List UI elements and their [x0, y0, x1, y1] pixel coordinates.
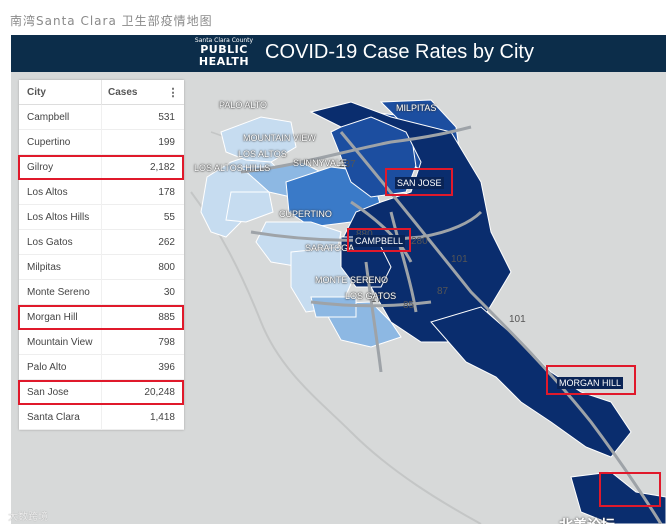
highway-17-label: 17 [371, 294, 383, 305]
source-watermark: 大数跨境 [8, 512, 48, 523]
map-label-los-altos-hills: LOS ALTOS HILLS [194, 163, 271, 173]
highway-17 [364, 261, 383, 373]
cases-cell: 1,418 [101, 404, 181, 430]
ridge-line [190, 191, 482, 524]
cases-cell: 800 [101, 254, 181, 280]
city-cell: Morgan Hill [27, 311, 78, 323]
gilroy-row-highlight [18, 155, 184, 180]
map-label-san-jose: SAN JOSE [395, 177, 444, 189]
highway-280-label: 280 [411, 236, 428, 247]
cases-cell: 262 [101, 229, 181, 255]
los-altos-area[interactable] [225, 191, 274, 223]
cases-cell: 20,248 [101, 379, 181, 405]
dashboard-title: COVID-19 Case Rates by City [265, 41, 534, 63]
column-header-city[interactable]: City [27, 86, 46, 98]
highway-237-label: 237 [339, 159, 356, 170]
cases-table: City Cases ⋮ Campbell 531 Cupertino 199 Gi… [19, 79, 184, 430]
highway-87 [389, 211, 418, 313]
highway-87-label: 87 [437, 286, 449, 297]
table-row[interactable]: Los Gatos 262 [19, 229, 184, 255]
san-jose-row-highlight [18, 380, 184, 405]
map-label-los-altos: LOS ALTOS [238, 149, 287, 159]
table-row[interactable]: Los Altos 178 [19, 179, 184, 205]
palo-alto-area[interactable] [220, 116, 297, 163]
dashboard-header: Santa Clara County PUBLIC HEALTH COVID-1… [11, 35, 666, 72]
map-label-palo-alto: PALO ALTO [219, 100, 268, 110]
morgan-hill-row-highlight [18, 305, 184, 330]
highway-880 [350, 200, 413, 263]
logo-public-text: PUBLIC [200, 43, 248, 56]
morgan-hill-map-highlight [546, 365, 636, 395]
map-label-milpitas: MILPITAS [396, 103, 437, 113]
logo-county-text: Santa Clara County [194, 37, 254, 44]
more-menu-icon[interactable]: ⋮ [167, 86, 179, 99]
city-cell: Los Gatos [27, 236, 73, 248]
city-cell: Gilroy [27, 161, 54, 173]
cases-cell: 178 [101, 179, 181, 205]
map-label-campbell: CAMPBELL [353, 235, 406, 247]
campbell-map-highlight [347, 228, 411, 252]
page-caption: 南湾Santa Clara 卫生部疫情地图 [10, 14, 213, 28]
map-label-saratoga: SARATOGA [305, 243, 355, 253]
city-cell: Mountain View [27, 336, 93, 348]
column-header-cases[interactable]: Cases [101, 79, 163, 105]
table-row[interactable]: Los Altos Hills 55 [19, 204, 184, 230]
table-row[interactable]: Monte Sereno 30 [19, 279, 184, 305]
highway-85-label: 85 [403, 300, 415, 311]
cases-cell: 798 [101, 329, 181, 355]
cases-cell: 531 [101, 104, 181, 130]
table-row[interactable]: Palo Alto 396 [19, 354, 184, 380]
city-cell: Cupertino [27, 136, 71, 148]
highway-101-label-a: 101 [451, 254, 468, 265]
city-cell: Campbell [27, 111, 70, 123]
cases-cell: 55 [101, 204, 181, 230]
public-health-logo: Santa Clara County PUBLIC HEALTH [191, 37, 257, 70]
san-jose-map-highlight [385, 168, 453, 196]
city-cell: Los Altos Hills [27, 211, 90, 223]
table-header: City Cases ⋮ [19, 79, 184, 105]
city-cell: Santa Clara [27, 411, 80, 423]
map-label-monte-sereno: MONTE SERENO [315, 275, 389, 285]
city-cell: Monte Sereno [27, 286, 90, 298]
cases-cell: 30 [101, 279, 181, 305]
dashboard-frame: Santa Clara County PUBLIC HEALTH COVID-1… [11, 35, 666, 524]
city-cell: Palo Alto [27, 361, 67, 373]
logo-health-text: HEALTH [198, 55, 250, 68]
map-label-los-gatos: LOS GATOS [345, 291, 397, 301]
table-row[interactable]: Mountain View 798 [19, 329, 184, 355]
map-label-cupertino: CUPERTINO [279, 209, 332, 219]
highway-101-label-b: 101 [509, 314, 526, 325]
cases-cell: 885 [101, 304, 181, 330]
table-row[interactable]: Campbell 531 [19, 104, 184, 130]
map-label-morgan-hill: MORGAN HILL [557, 377, 624, 389]
cases-cell: 199 [101, 129, 181, 155]
table-row[interactable]: Santa Clara 1,418 [19, 404, 184, 430]
city-cell: Milpitas [27, 261, 61, 273]
map-label-sunnyvale: SUNNYVALE [293, 158, 347, 168]
highway-880-label: 880 [356, 229, 373, 240]
highway-101 [339, 131, 663, 524]
table-row[interactable]: Cupertino 199 [19, 129, 184, 155]
forum-watermark: 北美论坛 [559, 515, 615, 524]
city-cell: Los Altos [27, 186, 68, 198]
gilroy-area[interactable] [570, 471, 666, 524]
gilroy-map-highlight [599, 472, 661, 507]
cases-cell: 396 [101, 354, 181, 380]
highway-237 [240, 125, 472, 174]
map-label-mountain-view: MOUNTAIN VIEW [243, 133, 316, 143]
city-cell: San Jose [27, 386, 69, 398]
table-row[interactable]: Milpitas 800 [19, 254, 184, 280]
cases-cell: 2,182 [101, 154, 181, 180]
